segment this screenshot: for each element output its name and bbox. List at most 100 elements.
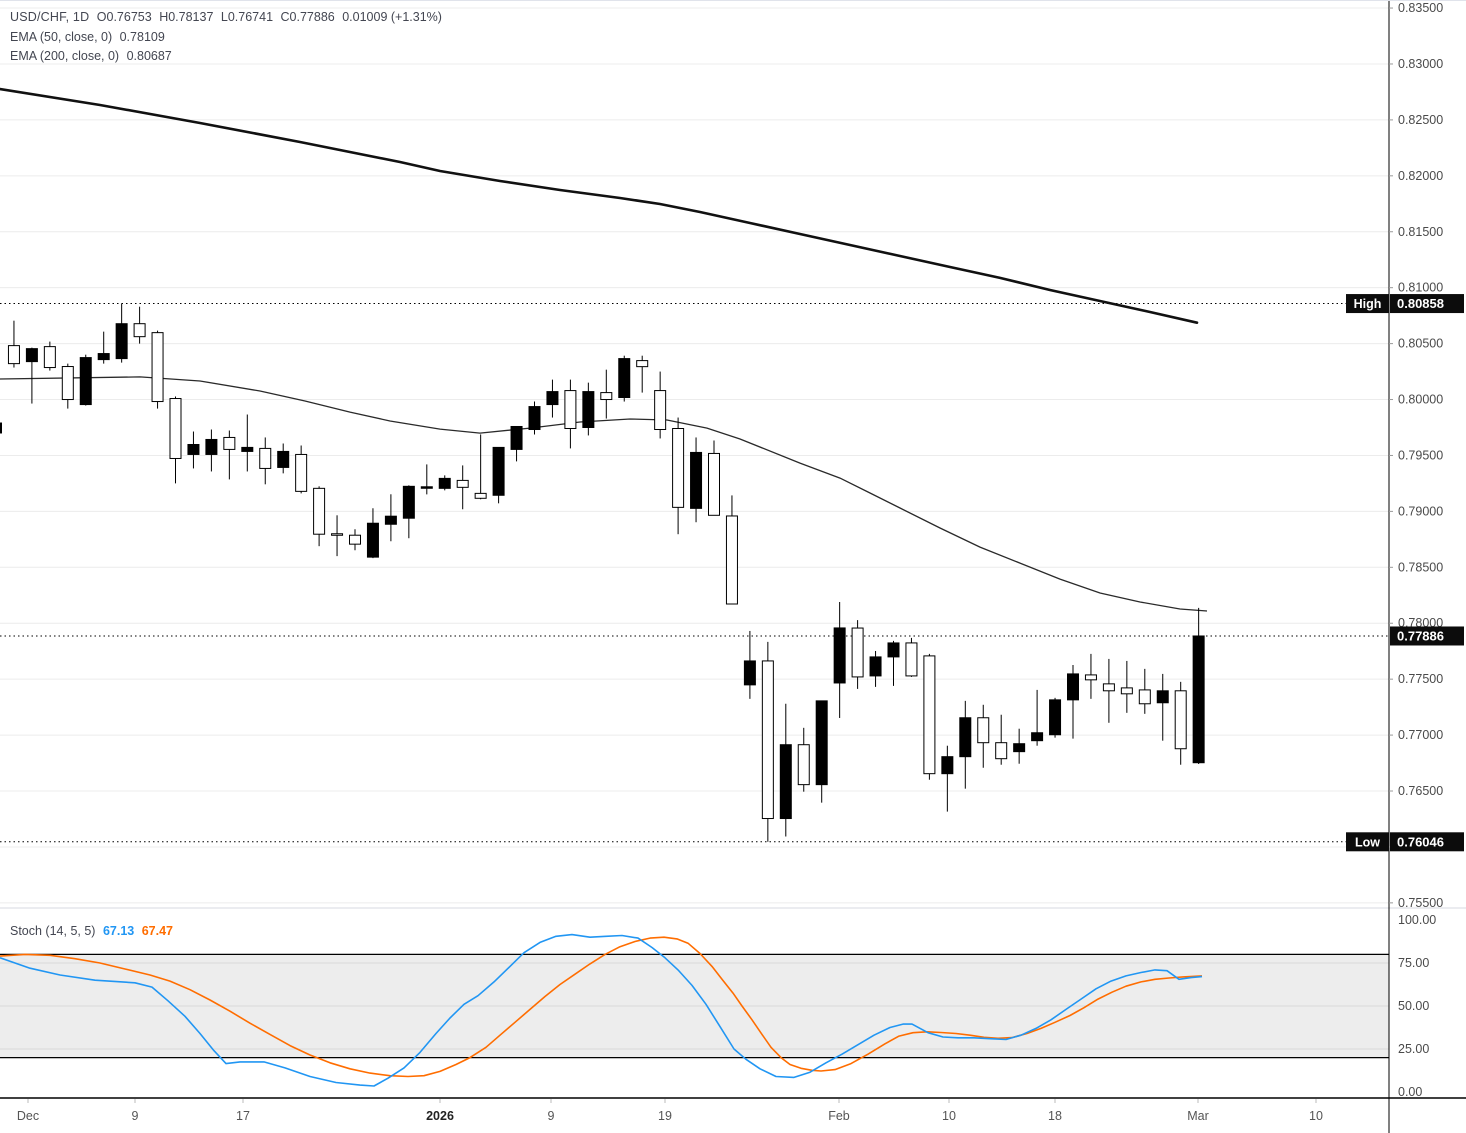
candle-body-down — [474, 492, 487, 499]
candle — [133, 306, 146, 344]
low-tag-box — [1346, 832, 1389, 852]
candle-body-up — [25, 348, 38, 363]
price-axis-label: 0.76500 — [1398, 784, 1443, 798]
candle — [349, 529, 361, 551]
high-price-tag-text: 0.80858 — [1397, 296, 1444, 311]
candle-body-up — [690, 451, 703, 509]
candle — [869, 650, 882, 687]
stoch-label: Stoch (14, 5, 5) — [10, 924, 96, 938]
candle-body-up — [959, 717, 972, 758]
candle-body-down — [923, 655, 936, 775]
candle — [995, 714, 1008, 765]
candle-body-down — [995, 742, 1008, 760]
candle-body-up — [0, 422, 2, 434]
candle-body-up — [115, 323, 128, 360]
candle — [402, 485, 415, 539]
level-lines — [0, 303, 1389, 843]
ema200-legend[interactable]: EMA (200, close, 0) 0.80687 — [10, 49, 176, 63]
candle-body-up — [815, 700, 828, 786]
candle-body-down — [600, 392, 613, 401]
candle-body-up — [241, 446, 254, 452]
candle-body-down — [761, 660, 774, 820]
candle-body-down — [851, 627, 864, 678]
price-axis-label: 0.79500 — [1398, 448, 1443, 462]
ema200-label: EMA (200, close, 0) — [10, 49, 120, 63]
last-price-tag-text: 0.77886 — [1397, 628, 1444, 643]
candle — [600, 369, 613, 419]
candle — [223, 430, 236, 480]
candle — [151, 330, 164, 409]
candle — [1156, 673, 1169, 741]
price-axis-label: 0.80000 — [1398, 393, 1443, 407]
price-axis-label: 0.77500 — [1398, 672, 1443, 686]
candle-body-up — [366, 522, 379, 558]
symbol-legend[interactable]: USD/CHF, 1D O0.76753 H0.78137 L0.76741 C… — [10, 10, 446, 24]
candle-body-down — [223, 436, 236, 450]
time-axis-label: 10 — [1309, 1109, 1323, 1123]
stoch-legend[interactable]: Stoch (14, 5, 5) 67.13 67.47 — [10, 924, 177, 938]
candle — [169, 396, 182, 484]
candle-body-down — [1084, 674, 1097, 681]
candle — [528, 401, 541, 435]
candle — [761, 641, 774, 842]
price-axis-label: 0.81000 — [1398, 281, 1443, 295]
ema200-line[interactable] — [0, 87, 1199, 324]
ohlc-close: C0.77886 — [280, 10, 335, 24]
price-axis-label: 0.81500 — [1398, 225, 1443, 239]
candle-body-down — [295, 453, 308, 492]
high-price-tag-box — [1390, 294, 1464, 314]
candle — [438, 475, 451, 491]
candle — [725, 495, 738, 605]
ema50-legend[interactable]: EMA (50, close, 0) 0.78109 — [10, 30, 169, 44]
ema50-line[interactable] — [0, 376, 1208, 612]
candle-body-up — [779, 744, 792, 820]
candle — [1084, 653, 1097, 699]
candle — [366, 508, 379, 559]
candle — [0, 422, 2, 434]
candle-body-up — [743, 660, 756, 686]
candle — [1192, 607, 1205, 765]
candle-body-down — [636, 360, 649, 368]
candles-series[interactable] — [0, 303, 1205, 842]
price-axis-label: 0.77000 — [1398, 728, 1443, 742]
candle — [636, 355, 649, 393]
price-axis-label: 0.83000 — [1398, 57, 1443, 71]
candle — [295, 445, 308, 494]
candle — [115, 303, 128, 363]
candle — [546, 379, 559, 418]
stoch-d-value: 67.47 — [141, 924, 173, 938]
candle-body-up — [438, 477, 451, 489]
candle — [1067, 664, 1079, 739]
candle — [851, 620, 864, 689]
price-axis[interactable]: 0.83500 0.83000 0.82500 0.82000 0.81500 0.810… — [1389, 1, 1443, 1099]
candle — [205, 429, 218, 472]
candle — [241, 414, 254, 472]
candle-body-up — [1049, 699, 1062, 736]
candle-body-up — [1192, 635, 1205, 764]
ohlc-low: L0.76741 — [220, 10, 274, 24]
candle — [582, 382, 595, 436]
time-axis-label: 10 — [942, 1109, 956, 1123]
candle — [672, 417, 685, 535]
candle — [959, 700, 972, 789]
candle — [187, 431, 200, 469]
candle-body-down — [725, 515, 738, 605]
candle-body-down — [133, 323, 146, 338]
time-axis[interactable]: Dec 9 17 2026 9 19 Feb 10 18 Mar 10 — [17, 1099, 1323, 1123]
candle-body-up — [1067, 673, 1079, 701]
symbol-title: USD/CHF, 1D — [10, 10, 90, 24]
candle — [564, 379, 577, 449]
candle-body-up — [833, 627, 846, 684]
stoch-k-line[interactable] — [0, 933, 1203, 1087]
candle-body-up — [492, 446, 505, 496]
time-axis-label: Mar — [1187, 1109, 1209, 1123]
candle — [79, 354, 92, 406]
price-axis-label: 0.82500 — [1398, 113, 1443, 127]
candle-body-down — [654, 390, 667, 431]
candle-body-up — [97, 353, 110, 361]
time-axis-label: Dec — [17, 1109, 39, 1123]
candle — [1138, 668, 1151, 714]
candle — [1031, 689, 1044, 746]
